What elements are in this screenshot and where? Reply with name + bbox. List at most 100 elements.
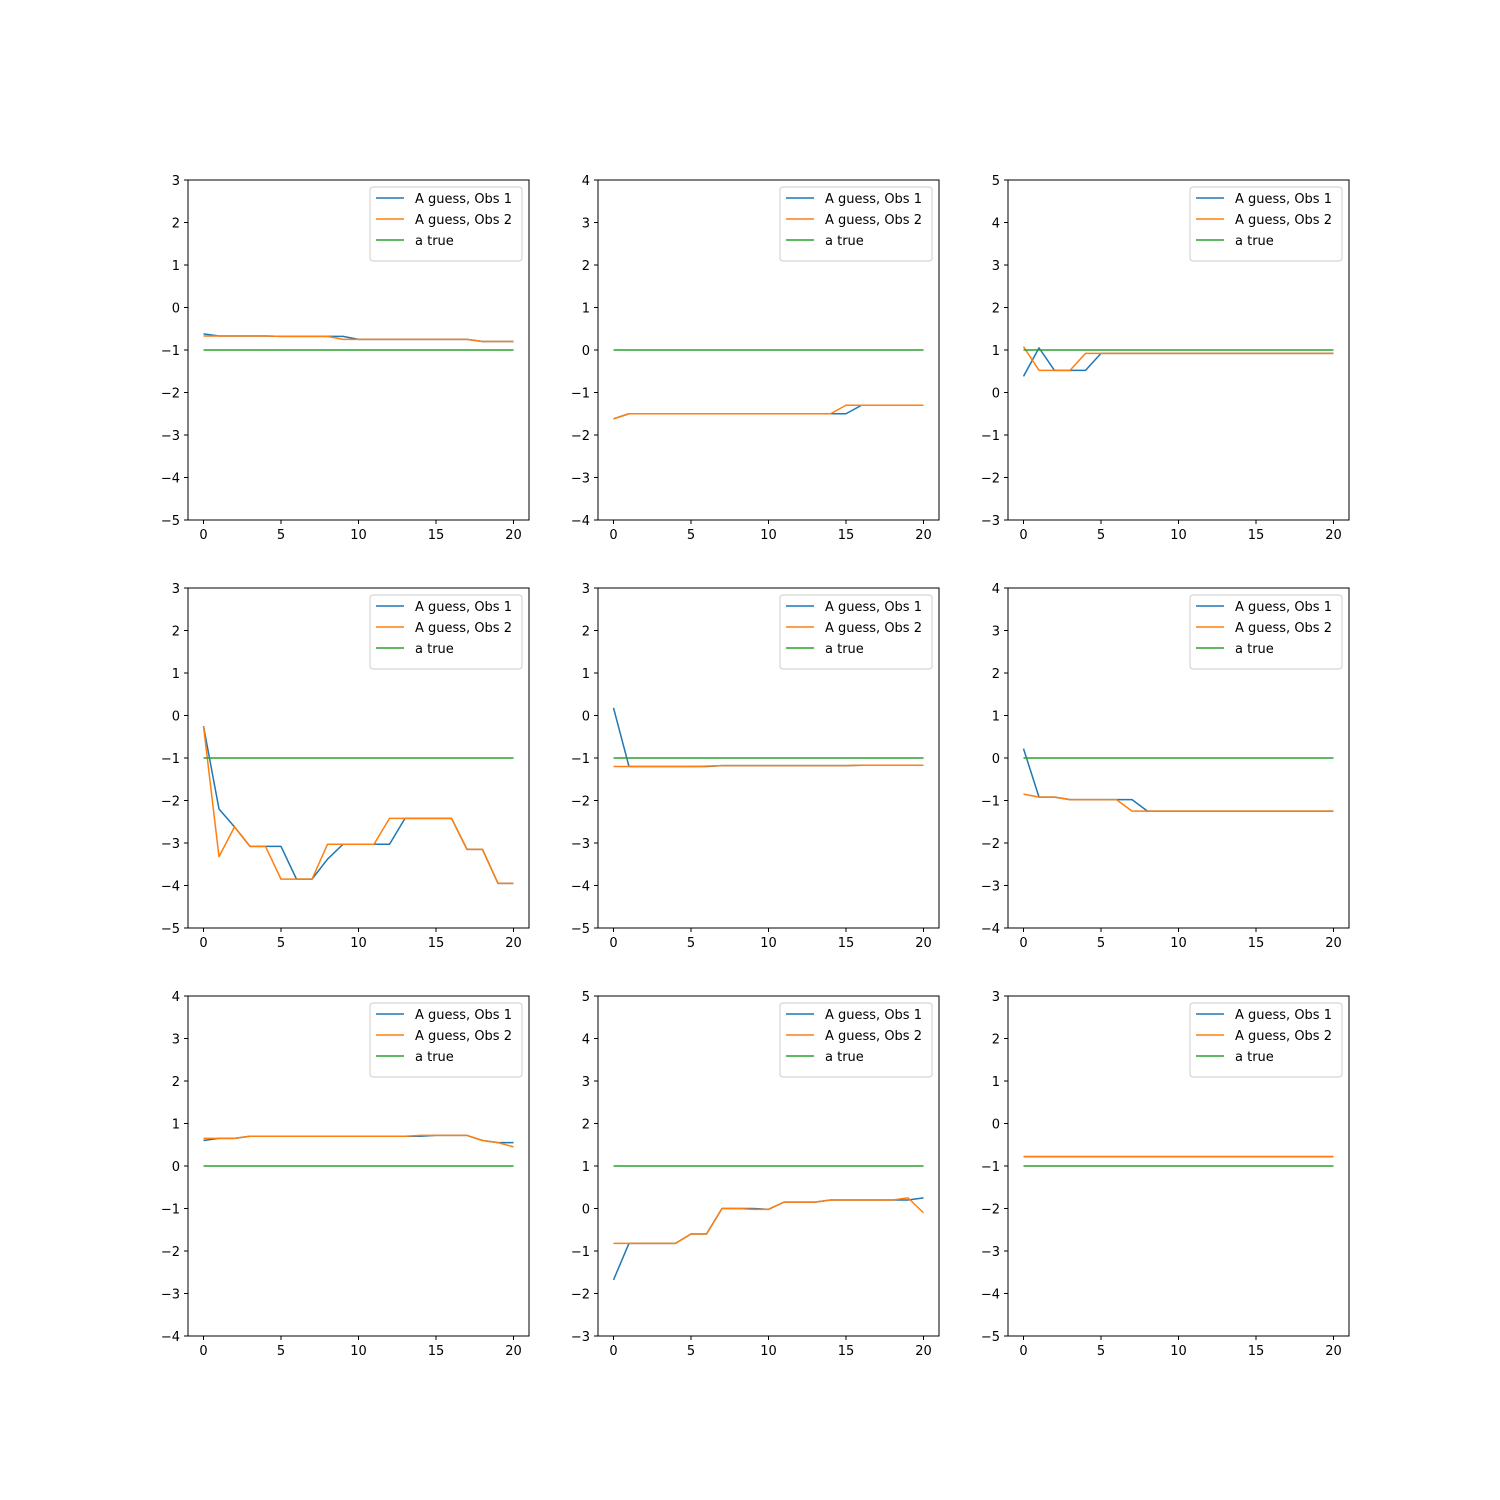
x-tick-label: 15 bbox=[1248, 528, 1265, 543]
y-tick-label: −5 bbox=[161, 514, 180, 529]
y-tick-label: −3 bbox=[571, 472, 590, 487]
y-tick-label: −1 bbox=[571, 1245, 590, 1260]
y-tick-label: −3 bbox=[161, 837, 180, 852]
y-tick-label: −2 bbox=[981, 472, 1000, 487]
y-tick-label: −2 bbox=[571, 1288, 590, 1303]
y-tick-label: −2 bbox=[161, 795, 180, 810]
series-line-2 bbox=[1023, 793, 1334, 812]
y-tick-label: 5 bbox=[992, 174, 1000, 189]
legend-label: A guess, Obs 1 bbox=[1235, 1008, 1332, 1023]
x-tick-label: 15 bbox=[1248, 1344, 1265, 1359]
y-tick-label: 0 bbox=[172, 1160, 180, 1175]
x-tick-label: 10 bbox=[760, 936, 777, 951]
y-tick-label: −5 bbox=[571, 922, 590, 937]
series-line-2 bbox=[203, 335, 514, 343]
legend-box bbox=[369, 1002, 523, 1078]
x-tick-label: 20 bbox=[1325, 936, 1342, 951]
y-tick-label: 1 bbox=[582, 667, 590, 682]
legend-label: A guess, Obs 1 bbox=[415, 192, 512, 207]
y-tick-label: 2 bbox=[992, 302, 1000, 317]
y-tick-label: 1 bbox=[992, 344, 1000, 359]
y-tick-label: −3 bbox=[571, 837, 590, 852]
y-tick-label: 3 bbox=[992, 259, 1000, 274]
x-tick-label: 0 bbox=[1019, 1344, 1027, 1359]
y-tick-label: 2 bbox=[582, 625, 590, 640]
x-tick-label: 10 bbox=[760, 1344, 777, 1359]
series-line-2 bbox=[1022, 346, 1334, 372]
series-line-2 bbox=[613, 1197, 925, 1245]
y-tick-label: 3 bbox=[992, 990, 1000, 1005]
x-tick-label: 5 bbox=[1097, 936, 1105, 951]
y-tick-label: 0 bbox=[992, 752, 1000, 767]
legend-label: A guess, Obs 1 bbox=[415, 600, 512, 615]
x-tick-label: 10 bbox=[1170, 1344, 1187, 1359]
x-tick-label: 5 bbox=[1097, 528, 1105, 543]
y-tick-label: −2 bbox=[161, 1245, 180, 1260]
x-tick-label: 5 bbox=[687, 528, 695, 543]
legend-label: A guess, Obs 2 bbox=[415, 1029, 512, 1044]
x-tick-label: 20 bbox=[1325, 528, 1342, 543]
legend: A guess, Obs 1 A guess, Obs 2 a true bbox=[1189, 594, 1343, 670]
y-tick-label: −1 bbox=[571, 387, 590, 402]
y-tick-label: −1 bbox=[571, 752, 590, 767]
x-tick-label: 20 bbox=[915, 1344, 932, 1359]
x-tick-label: 20 bbox=[505, 528, 522, 543]
legend-box bbox=[1189, 594, 1343, 670]
series-line-2 bbox=[613, 404, 924, 420]
y-tick-label: 5 bbox=[582, 990, 590, 1005]
legend-label: a true bbox=[825, 1050, 864, 1065]
y-tick-label: 3 bbox=[582, 1075, 590, 1090]
axes-frame bbox=[597, 179, 940, 521]
y-tick-label: 2 bbox=[582, 259, 590, 274]
y-tick-label: −5 bbox=[161, 922, 180, 937]
y-tick-label: −2 bbox=[161, 387, 180, 402]
legend-label: a true bbox=[825, 642, 864, 657]
legend-label: A guess, Obs 2 bbox=[825, 213, 922, 228]
x-tick-label: 10 bbox=[350, 936, 367, 951]
y-tick-label: 1 bbox=[172, 667, 180, 682]
x-tick-label: 15 bbox=[838, 528, 855, 543]
x-tick-label: 15 bbox=[838, 936, 855, 951]
y-tick-label: 4 bbox=[172, 990, 180, 1005]
x-tick-label: 15 bbox=[428, 1344, 445, 1359]
y-tick-label: −4 bbox=[981, 1288, 1000, 1303]
y-tick-label: −3 bbox=[161, 1288, 180, 1303]
y-tick-label: 4 bbox=[582, 1033, 590, 1048]
x-tick-label: 15 bbox=[838, 1344, 855, 1359]
x-tick-label: 5 bbox=[277, 936, 285, 951]
series-line-2 bbox=[203, 1134, 514, 1148]
y-tick-label: 0 bbox=[582, 1203, 590, 1218]
y-tick-label: 3 bbox=[582, 217, 590, 232]
y-tick-label: 1 bbox=[172, 1118, 180, 1133]
legend-box bbox=[1189, 186, 1343, 262]
y-tick-label: −3 bbox=[981, 514, 1000, 529]
x-tick-label: 20 bbox=[915, 936, 932, 951]
series-line-2 bbox=[202, 726, 514, 885]
y-tick-label: 2 bbox=[992, 667, 1000, 682]
x-tick-label: 10 bbox=[1170, 936, 1187, 951]
y-tick-label: 1 bbox=[582, 1160, 590, 1175]
legend-box bbox=[369, 186, 523, 262]
y-tick-label: 2 bbox=[582, 1118, 590, 1133]
y-tick-label: −3 bbox=[981, 1245, 1000, 1260]
legend-label: A guess, Obs 2 bbox=[825, 1029, 922, 1044]
y-tick-label: −2 bbox=[571, 795, 590, 810]
x-tick-label: 5 bbox=[1097, 1344, 1105, 1359]
y-tick-label: 3 bbox=[992, 625, 1000, 640]
axes-frame bbox=[1007, 179, 1350, 521]
x-tick-label: 0 bbox=[199, 528, 207, 543]
y-tick-label: 1 bbox=[582, 302, 590, 317]
y-tick-label: 0 bbox=[172, 710, 180, 725]
legend-box bbox=[779, 594, 933, 670]
x-tick-label: 10 bbox=[1170, 528, 1187, 543]
y-tick-label: −1 bbox=[161, 1203, 180, 1218]
y-tick-label: −1 bbox=[161, 344, 180, 359]
legend-box bbox=[779, 186, 933, 262]
y-tick-label: −4 bbox=[571, 514, 590, 529]
x-tick-label: 5 bbox=[687, 1344, 695, 1359]
axes-frame bbox=[1007, 587, 1350, 929]
